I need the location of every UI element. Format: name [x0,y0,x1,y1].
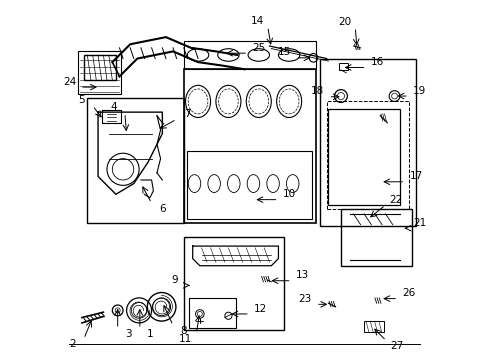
Text: 12: 12 [253,303,266,314]
Text: 20: 20 [337,17,350,27]
Text: 13: 13 [295,270,308,280]
Text: 22: 22 [389,195,402,204]
Bar [183,69,315,223]
Bar [78,51,121,94]
Text: 8: 8 [180,326,187,336]
Text: 16: 16 [370,57,383,67]
Text: 17: 17 [408,171,422,181]
Text: 21: 21 [412,218,426,228]
Text: 27: 27 [389,341,403,351]
Text: 1: 1 [147,329,154,339]
Text: 2: 2 [70,339,76,349]
Text: 24: 24 [62,77,76,87]
Text: 23: 23 [298,294,311,304]
Text: 6: 6 [159,203,165,213]
Text: 18: 18 [310,86,324,96]
Bar [339,63,347,70]
Text: 3: 3 [125,329,131,339]
Text: 4: 4 [111,103,117,112]
Bar [183,237,283,330]
Bar [340,208,411,266]
Bar [83,55,116,80]
Text: 9: 9 [171,275,178,285]
Text: 7: 7 [183,109,190,119]
Text: 5: 5 [79,95,85,105]
Text: 14: 14 [250,16,263,26]
Bar [87,98,183,223]
Text: 10: 10 [282,189,295,199]
Bar [319,59,415,226]
Text: 19: 19 [412,86,426,96]
Bar [187,152,312,219]
Text: 26: 26 [401,288,415,298]
Text: 25: 25 [252,43,265,53]
Text: 11: 11 [179,334,192,344]
Bar [183,41,315,69]
Text: 15: 15 [278,48,291,58]
Bar [189,298,235,328]
Bar [364,321,383,332]
Bar [328,109,399,205]
